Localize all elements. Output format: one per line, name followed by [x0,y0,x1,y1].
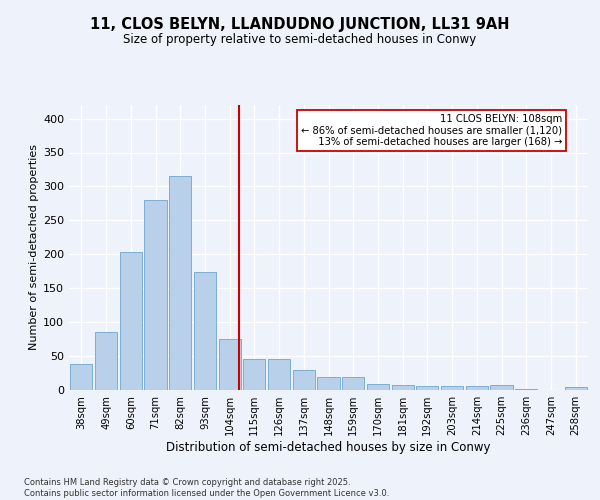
Bar [169,176,191,390]
Y-axis label: Number of semi-detached properties: Number of semi-detached properties [29,144,39,350]
Bar [565,388,587,390]
Bar [490,385,512,390]
Text: Contains HM Land Registry data © Crown copyright and database right 2025.
Contai: Contains HM Land Registry data © Crown c… [24,478,389,498]
Bar [194,272,216,390]
Bar [119,252,142,390]
Text: 11 CLOS BELYN: 108sqm
← 86% of semi-detached houses are smaller (1,120)
  13% of: 11 CLOS BELYN: 108sqm ← 86% of semi-deta… [301,114,562,147]
Bar [243,360,265,390]
Bar [416,386,439,390]
Bar [218,339,241,390]
Bar [392,384,414,390]
Text: 11, CLOS BELYN, LLANDUDNO JUNCTION, LL31 9AH: 11, CLOS BELYN, LLANDUDNO JUNCTION, LL31… [90,18,510,32]
Bar [466,386,488,390]
Bar [70,364,92,390]
X-axis label: Distribution of semi-detached houses by size in Conwy: Distribution of semi-detached houses by … [166,441,491,454]
Bar [317,377,340,390]
Bar [441,386,463,390]
Bar [293,370,315,390]
Text: Size of property relative to semi-detached houses in Conwy: Size of property relative to semi-detach… [124,32,476,46]
Bar [342,377,364,390]
Bar [367,384,389,390]
Bar [268,360,290,390]
Bar [95,332,117,390]
Bar [145,200,167,390]
